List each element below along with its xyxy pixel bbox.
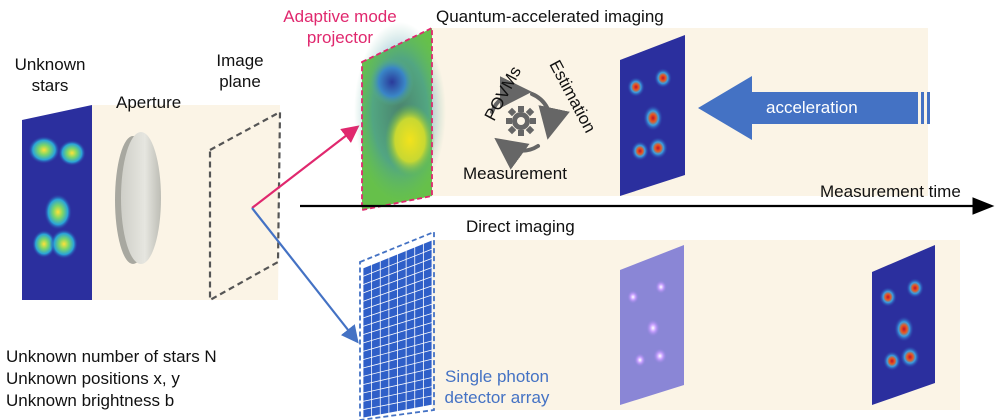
unknown-stars-label: Unknown stars	[14, 55, 86, 95]
unknown-number-line: Unknown number of stars N	[6, 347, 217, 366]
detector-grid-line	[362, 331, 433, 352]
detector-grid-line	[362, 349, 433, 369]
detector-grid-line	[362, 239, 433, 269]
unknown-stars-heatmap	[22, 105, 92, 300]
direct-imaging-partial-frame	[620, 245, 684, 405]
detector-grid-line	[362, 386, 433, 402]
detector-grid-line	[362, 294, 433, 319]
detector-grid-line	[362, 358, 433, 377]
bottom-beam-panel	[432, 240, 960, 410]
aperture-disk	[115, 132, 161, 264]
detector-grid-line	[362, 267, 433, 294]
detector-grid-line	[362, 395, 433, 411]
adaptive-mode-projector	[354, 22, 446, 212]
detector-grid-line	[362, 248, 433, 277]
detector-grid-line	[362, 377, 433, 394]
detector-grid-line	[362, 322, 433, 344]
pink-branch-arrow	[251, 125, 360, 209]
direct-imaging-final-heatmap	[872, 245, 935, 405]
measurement-label: Measurement	[463, 164, 567, 183]
detector-grid-line	[362, 404, 433, 419]
gear-icon	[506, 106, 536, 136]
detector-array-label: Single photon detector array	[444, 367, 550, 407]
image-plane-label: Image plane	[216, 51, 264, 91]
quantum-imaging-title: Quantum-accelerated imaging	[436, 7, 664, 26]
detector-grid-line	[362, 276, 433, 302]
detector-grid-line	[362, 303, 433, 327]
unknowns-list: Unknown number of stars N Unknown positi…	[6, 346, 217, 412]
detector-array-outline	[359, 230, 435, 420]
detector-grid-line	[362, 340, 433, 361]
detector-array-grid	[362, 239, 433, 419]
aperture-label: Aperture	[116, 93, 182, 112]
blue-branch-arrow	[251, 207, 359, 344]
adaptive-mode-projector-label: Adaptive mode projector	[283, 7, 397, 47]
unknown-positions-line: Unknown positions x, y	[6, 369, 180, 388]
detector-grid-line	[362, 285, 433, 311]
detector-grid-line	[362, 312, 433, 336]
image-plane-frame	[208, 110, 282, 302]
acceleration-arrow	[698, 76, 930, 140]
unknown-brightness-line: Unknown brightness b	[6, 391, 175, 410]
measurement-cycle-icon	[490, 76, 570, 170]
direct-imaging-title: Direct imaging	[466, 217, 575, 236]
measurement-time-label: Measurement time	[820, 182, 961, 201]
top-result-heatmap	[620, 35, 685, 196]
detector-grid-line	[362, 367, 433, 386]
detector-grid-line	[362, 257, 433, 286]
acceleration-label: acceleration	[766, 98, 858, 117]
